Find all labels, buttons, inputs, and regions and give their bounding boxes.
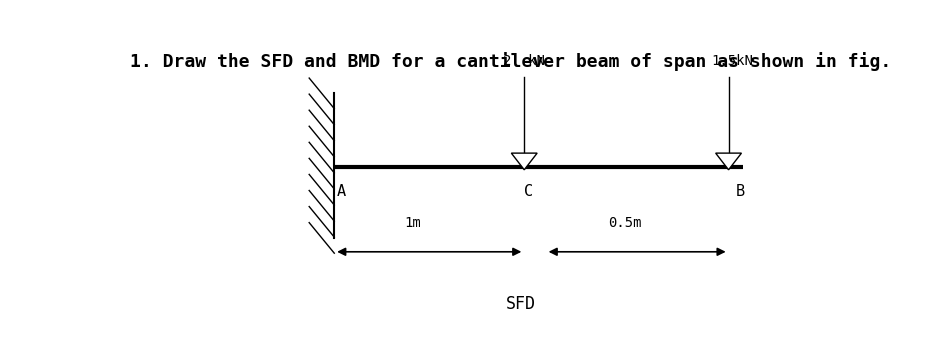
Text: 2  kN: 2 kN — [503, 55, 545, 68]
Text: 1.5kN: 1.5kN — [711, 55, 753, 68]
Polygon shape — [512, 153, 537, 170]
Text: C: C — [524, 184, 534, 199]
Text: SFD: SFD — [506, 295, 536, 313]
Text: A: A — [337, 184, 346, 199]
Polygon shape — [716, 153, 742, 170]
Text: B: B — [735, 184, 745, 199]
Text: 1m: 1m — [405, 216, 422, 230]
Text: 0.5m: 0.5m — [608, 216, 641, 230]
Text: 1. Draw the SFD and BMD for a cantilever beam of span as shown in fig.: 1. Draw the SFD and BMD for a cantilever… — [130, 52, 891, 71]
